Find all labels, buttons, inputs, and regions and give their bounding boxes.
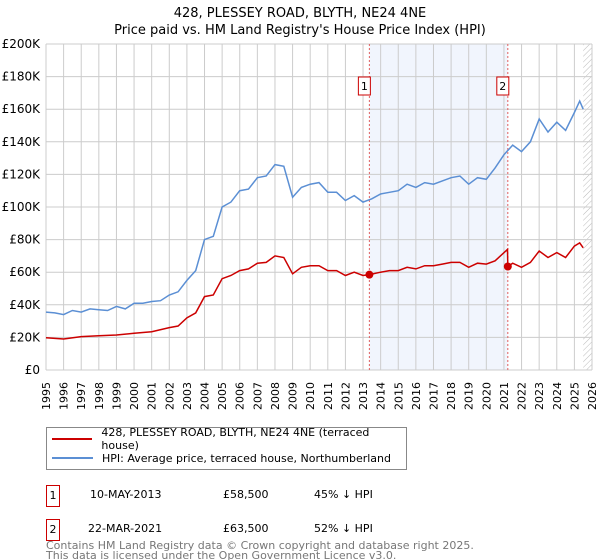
legend: 428, PLESSEY ROAD, BLYTH, NE24 4NE (terr… xyxy=(46,426,407,470)
x-tick-label: 2015 xyxy=(392,382,405,410)
sale-point xyxy=(365,270,374,279)
y-tick-label: £60K xyxy=(9,265,41,279)
transaction-date: 22-MAR-2021 xyxy=(88,522,163,535)
x-tick-label: 2014 xyxy=(375,382,388,410)
x-tick-label: 2024 xyxy=(551,382,564,410)
y-tick-label: £160K xyxy=(2,102,42,116)
x-tick-label: 1997 xyxy=(75,382,88,410)
x-tick-label: 2006 xyxy=(234,382,247,410)
x-tick-label: 2022 xyxy=(516,382,529,410)
transaction-row: 2 22-MAR-2021 £63,500 52% ↓ HPI xyxy=(46,519,446,541)
y-tick-label: £0 xyxy=(25,363,40,377)
y-tick-label: £180K xyxy=(2,70,42,84)
transaction-hpi: 52% ↓ HPI xyxy=(314,522,373,535)
transaction-row: 1 10-MAY-2013 £58,500 45% ↓ HPI xyxy=(46,485,446,507)
x-tick-label: 1996 xyxy=(58,382,71,410)
x-tick-label: 2011 xyxy=(322,382,335,410)
y-tick-label: £40K xyxy=(9,298,41,312)
x-tick-label: 2016 xyxy=(410,382,423,410)
annotation-label: 1 xyxy=(361,80,368,93)
x-tick-label: 2008 xyxy=(269,382,282,410)
x-tick-label: 2020 xyxy=(480,382,493,410)
x-tick-label: 2005 xyxy=(216,382,229,410)
x-tick-label: 2010 xyxy=(304,382,317,410)
x-tick-label: 1995 xyxy=(40,382,53,410)
x-tick-label: 2002 xyxy=(163,382,176,410)
x-tick-label: 2012 xyxy=(339,382,352,410)
x-tick-label: 2017 xyxy=(427,382,440,410)
annotation-label: 2 xyxy=(499,80,506,93)
transaction-badge: 2 xyxy=(46,519,60,541)
chart-subtitle: Price paid vs. HM Land Registry's House … xyxy=(114,23,486,38)
y-tick-label: £100K xyxy=(2,200,42,214)
hpi-series-line xyxy=(45,99,584,316)
x-tick-label: 2023 xyxy=(533,382,546,410)
x-tick-label: 2003 xyxy=(181,382,194,410)
transaction-badge: 1 xyxy=(46,485,60,507)
legend-item-property: 428, PLESSEY ROAD, BLYTH, NE24 4NE (terr… xyxy=(52,426,406,452)
transaction-price: £63,500 xyxy=(223,522,269,535)
chart-svg: 1995 1996 1997 1998 1999 2000 2001 2002 2003 2004… xyxy=(2,37,599,410)
x-tick-label: 2001 xyxy=(146,382,159,410)
annotation-box xyxy=(357,76,371,96)
x-tick-label: 2019 xyxy=(463,382,476,410)
y-tick-label: £80K xyxy=(9,233,41,247)
x-tick-label: 2007 xyxy=(251,382,264,410)
legend-label: HPI: Average price, terraced house, Nort… xyxy=(102,451,391,465)
red-line-swatch xyxy=(52,438,93,440)
annotation-box xyxy=(496,76,510,96)
y-tick-label: £120K xyxy=(2,167,42,181)
transaction-date: 10-MAY-2013 xyxy=(90,488,162,501)
y-tick-label: £200K xyxy=(2,37,42,51)
footer-copyright: Contains HM Land Registry data © Crown c… xyxy=(46,539,474,552)
chart-title: 428, PLESSEY ROAD, BLYTH, NE24 4NE xyxy=(173,6,427,21)
legend-label: 428, PLESSEY ROAD, BLYTH, NE24 4NE (terr… xyxy=(101,426,370,452)
footer-licence: This data is licensed under the Open Gov… xyxy=(46,549,397,560)
y-tick-label: £20K xyxy=(9,330,41,344)
blue-line-swatch xyxy=(52,457,93,459)
x-tick-label: 2004 xyxy=(199,382,212,410)
x-tick-label: 2013 xyxy=(357,382,370,410)
transaction-hpi: 45% ↓ HPI xyxy=(314,488,373,501)
x-tick-label: 1998 xyxy=(93,382,106,410)
sale-point xyxy=(503,262,512,271)
x-tick-label: 2018 xyxy=(445,382,458,410)
transaction-price: £58,500 xyxy=(223,488,269,501)
x-tick-label: 2021 xyxy=(498,382,511,410)
x-tick-label: 2009 xyxy=(287,382,300,410)
legend-item-hpi: HPI: Average price, terraced house, Nort… xyxy=(52,450,391,466)
x-tick-label: 2000 xyxy=(128,382,141,410)
x-tick-label: 2026 xyxy=(586,382,599,410)
y-tick-label: £140K xyxy=(2,135,42,149)
x-tick-label: 2025 xyxy=(568,382,581,410)
x-tick-label: 1999 xyxy=(110,382,123,410)
